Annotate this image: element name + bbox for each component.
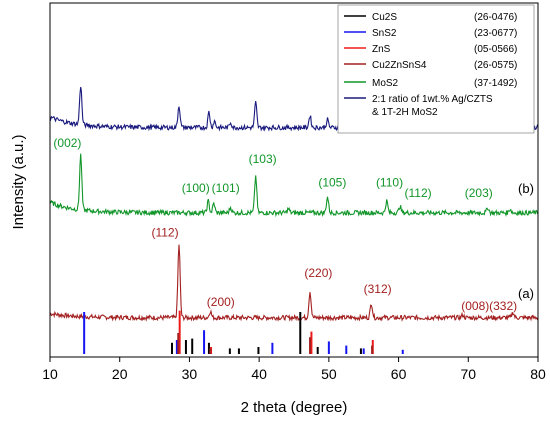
x-tick-label: 60 — [391, 366, 407, 382]
peak-annotation: (105) — [318, 176, 346, 190]
peak-annotation: (100) — [182, 181, 210, 195]
legend-entry-name: MoS2 — [372, 78, 399, 89]
plot-frame — [49, 2, 539, 358]
legend-entry-card: (23-0677) — [474, 28, 517, 39]
x-tick-label: 20 — [112, 366, 128, 382]
x-tick-label: 70 — [460, 366, 476, 382]
legend-entry-card: (26-0476) — [474, 12, 517, 23]
x-tick-label: 30 — [182, 366, 198, 382]
legend-entry-name: SnS2 — [372, 28, 397, 39]
x-axis-title: 2 theta (degree) — [241, 399, 348, 416]
x-axis: 10 20 30 40 50 60 70 80 — [42, 357, 546, 382]
series-label: (b) — [518, 181, 534, 196]
peak-annotation: (101) — [212, 181, 240, 195]
legend: Cu2S (26-0476) SnS2 (23-0677) ZnS (05-0566) Cu… — [337, 4, 535, 134]
peak-annotation: (220) — [304, 266, 332, 280]
peak-annotation: (332) — [489, 299, 517, 313]
x-tick-label: 80 — [530, 366, 546, 382]
legend-entry-name: Cu2S — [372, 12, 397, 23]
peak-annotation: (203) — [465, 186, 493, 200]
peak-annotation: (002) — [53, 136, 81, 150]
legend-entry-card: (05-0566) — [474, 44, 517, 55]
legend-entry-card: (37-1492) — [474, 78, 517, 89]
peak-annotation: (008) — [461, 299, 489, 313]
peak-annotation: (200) — [207, 295, 235, 309]
xrd-pattern-b — [50, 153, 539, 218]
peak-annotation: (312) — [364, 282, 392, 296]
xrd-pattern-a — [49, 244, 539, 322]
legend-entry-card: (26-0575) — [474, 60, 517, 71]
annotation-layer: (a) (112) (200) (220) (312) (008) (332) (b) (002… — [53, 96, 534, 313]
legend-entry-name: 2:1 ratio of 1wt.% Ag/CZTS & 1T-2H MoS2 — [372, 94, 493, 118]
peak-annotation: (112) — [405, 186, 432, 200]
series-label: (a) — [518, 286, 534, 301]
legend-box — [337, 4, 535, 134]
x-tick-label: 40 — [251, 366, 267, 382]
reference-lines-layer — [83, 310, 404, 354]
x-tick-label: 50 — [321, 366, 337, 382]
x-tick-label: 10 — [42, 366, 58, 382]
y-axis-title: Intensity (a.u.) — [10, 134, 27, 229]
peak-annotation: (103) — [249, 152, 277, 166]
peak-annotation: (110) — [376, 176, 403, 190]
legend-entry-name: Cu2ZnSnS4 — [372, 60, 427, 71]
legend-entry-name: ZnS — [372, 44, 391, 55]
peak-annotation: (112) — [151, 225, 178, 239]
